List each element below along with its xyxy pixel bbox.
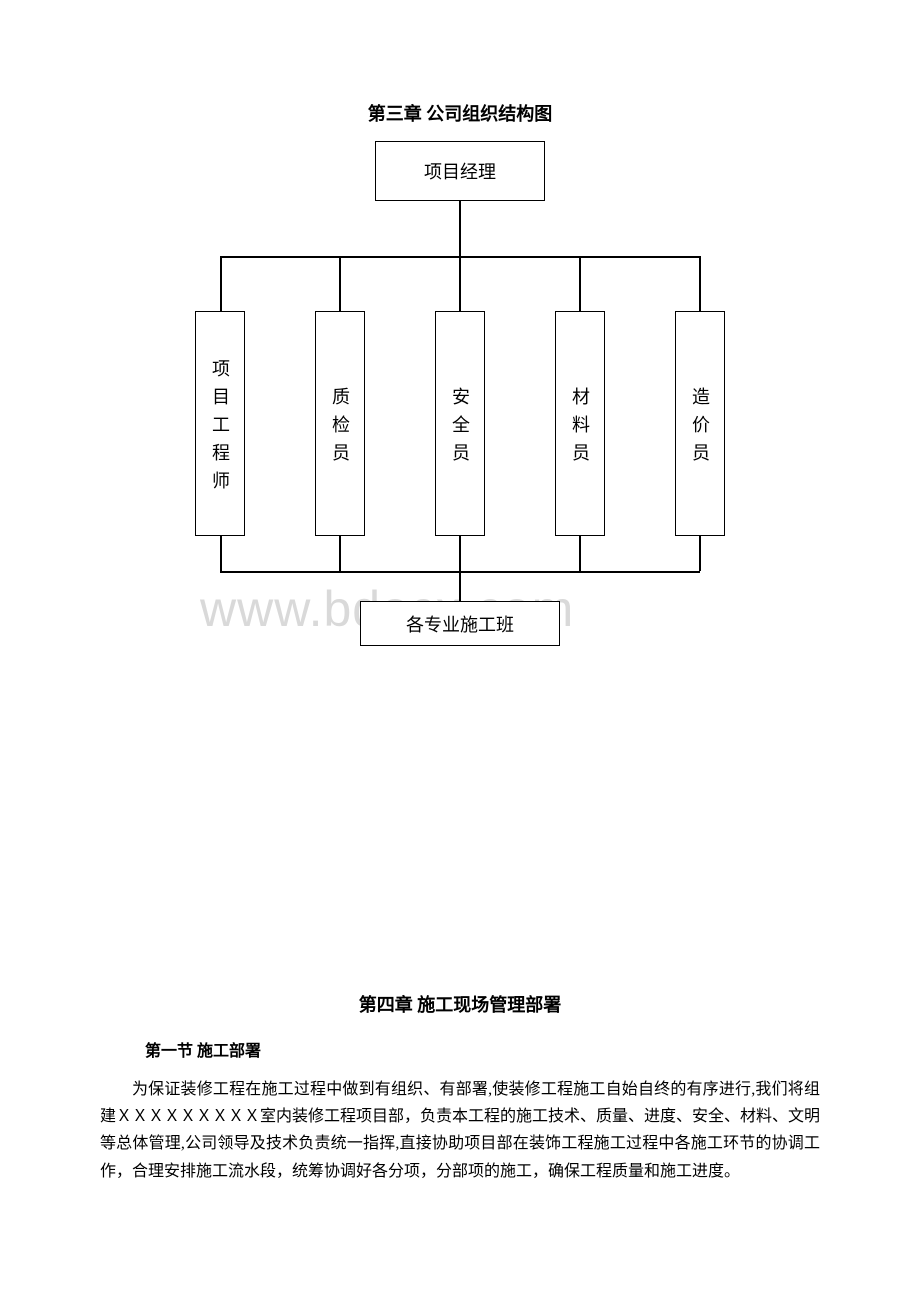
connector-line <box>579 256 581 311</box>
connector-line <box>579 536 581 571</box>
org-node-role: 项目工程师 <box>195 311 245 536</box>
connector-line <box>459 201 461 256</box>
section1-body: 为保证装修工程在施工过程中做到有组织、有部署,使装修工程施工自始自终的有序进行,… <box>100 1076 820 1185</box>
org-node-role: 质检员 <box>315 311 365 536</box>
connector-line <box>339 536 341 571</box>
connector-line <box>699 536 701 571</box>
connector-line <box>220 536 222 571</box>
connector-line <box>459 256 461 311</box>
org-node-manager: 项目经理 <box>375 141 545 201</box>
org-node-role: 材料员 <box>555 311 605 536</box>
connector-line <box>220 256 222 311</box>
chapter3-title: 第三章 公司组织结构图 <box>100 100 820 126</box>
org-node-teams: 各专业施工班 <box>360 601 560 646</box>
connector-line <box>339 256 341 311</box>
chapter4-title: 第四章 施工现场管理部署 <box>100 991 820 1017</box>
org-node-role: 安全员 <box>435 311 485 536</box>
connector-line <box>459 536 461 571</box>
org-node-role: 造价员 <box>675 311 725 536</box>
connector-line <box>699 256 701 311</box>
connector-line <box>459 571 461 601</box>
org-chart: 项目经理 项目工程师 质检员 安全员 材料员 造价员 各专业施工班 <box>180 141 740 661</box>
section1-title: 第一节 施工部署 <box>145 1037 820 1061</box>
